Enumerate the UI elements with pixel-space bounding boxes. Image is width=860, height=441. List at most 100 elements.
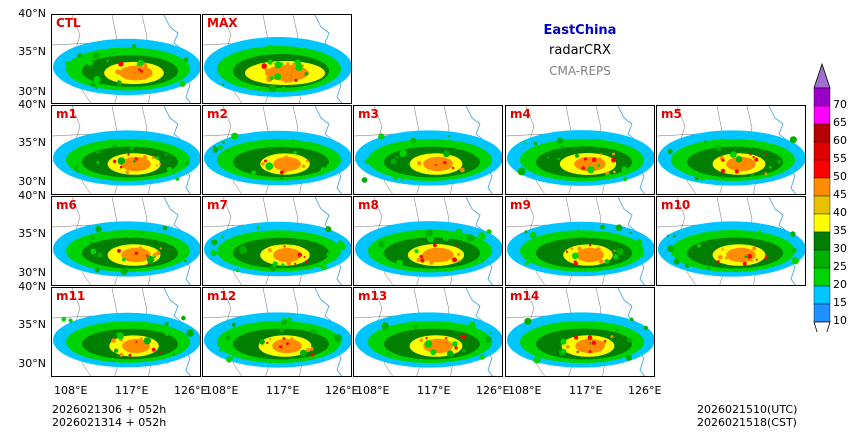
panel-label: MAX — [207, 16, 238, 30]
colorbar-bin — [813, 303, 831, 323]
colorbar-level-label: 10 — [833, 314, 847, 327]
radar-map — [354, 288, 502, 376]
forecast-panel-m5: m5 — [656, 105, 806, 195]
radar-map — [203, 288, 351, 376]
longitude-label: 126°E — [325, 384, 359, 397]
colorbar-bin — [813, 267, 831, 287]
latitude-label: 40°N — [18, 280, 46, 293]
colorbar-bin — [813, 231, 831, 251]
colorbar-max-arrow — [813, 62, 831, 89]
panel-label: m2 — [207, 107, 228, 121]
radar-map — [354, 106, 502, 194]
longitude-label: 117°E — [417, 384, 451, 397]
colorbar-bin — [813, 141, 831, 161]
colorbar-level-label: 50 — [833, 170, 847, 183]
panel-label: m8 — [358, 198, 379, 212]
system-title: CMA-REPS — [549, 64, 611, 78]
latitude-label: 35°N — [18, 45, 46, 58]
colorbar-level-label: 20 — [833, 278, 847, 291]
radar-map — [52, 106, 200, 194]
longitude-label: 117°E — [569, 384, 603, 397]
valid-time-utc: 2026021510(UTC) — [697, 403, 798, 416]
latitude-label: 30°N — [18, 266, 46, 279]
init-time-line-1: 2026021306 + 052h — [52, 403, 167, 416]
longitude-label: 108°E — [356, 384, 390, 397]
colorbar-bin — [813, 285, 831, 305]
panel-label: m14 — [510, 289, 540, 303]
radar-map — [657, 197, 805, 285]
panel-label: m5 — [661, 107, 682, 121]
panel-label: m7 — [207, 198, 228, 212]
forecast-panel-max: MAX — [202, 14, 352, 104]
colorbar-bin — [813, 105, 831, 125]
colorbar-level-label: 70 — [833, 98, 847, 111]
latitude-label: 30°N — [18, 85, 46, 98]
latitude-label: 40°N — [18, 98, 46, 111]
latitude-label: 40°N — [18, 7, 46, 20]
panel-label: m10 — [661, 198, 691, 212]
latitude-label: 35°N — [18, 227, 46, 240]
latitude-label: 35°N — [18, 318, 46, 331]
longitude-label: 126°E — [174, 384, 208, 397]
colorbar-bin — [813, 195, 831, 215]
forecast-panel-m4: m4 — [505, 105, 655, 195]
longitude-label: 126°E — [628, 384, 662, 397]
panel-label: m9 — [510, 198, 531, 212]
panel-label: m3 — [358, 107, 379, 121]
colorbar-bin — [813, 159, 831, 179]
product-title: radarCRX — [549, 43, 611, 58]
panel-label: m13 — [358, 289, 388, 303]
colorbar-level-label: 35 — [833, 224, 847, 237]
forecast-panel-ctl: CTL — [51, 14, 201, 104]
colorbar-level-label: 25 — [833, 260, 847, 273]
forecast-panel-m11: m11 — [51, 287, 201, 377]
colorbar-level-label: 65 — [833, 116, 847, 129]
colorbar-bin — [813, 213, 831, 233]
colorbar-bin — [813, 123, 831, 143]
init-time-block: 2026021306 + 052h 2026021314 + 052h — [52, 403, 166, 429]
forecast-panel-m3: m3 — [353, 105, 503, 195]
longitude-label: 117°E — [115, 384, 149, 397]
forecast-panel-m7: m7 — [202, 196, 352, 286]
panel-label: m11 — [56, 289, 86, 303]
valid-time-cst: 2026021518(CST) — [697, 416, 797, 429]
radar-map — [354, 197, 502, 285]
forecast-panel-m9: m9 — [505, 196, 655, 286]
colorbar-bin — [813, 177, 831, 197]
longitude-label: 126°E — [476, 384, 510, 397]
radar-map — [657, 106, 805, 194]
panel-label: CTL — [56, 16, 81, 30]
radar-map — [506, 106, 654, 194]
longitude-label: 108°E — [205, 384, 239, 397]
forecast-panel-m2: m2 — [202, 105, 352, 195]
forecast-panel-m8: m8 — [353, 196, 503, 286]
radar-map — [52, 197, 200, 285]
radar-map — [203, 106, 351, 194]
panel-label: m6 — [56, 198, 77, 212]
radar-map — [506, 288, 654, 376]
longitude-label: 108°E — [508, 384, 542, 397]
colorbar-level-label: 15 — [833, 296, 847, 309]
longitude-label: 117°E — [266, 384, 300, 397]
latitude-label: 30°N — [18, 357, 46, 370]
latitude-label: 40°N — [18, 189, 46, 202]
colorbar-level-label: 30 — [833, 242, 847, 255]
colorbar-level-label: 55 — [833, 152, 847, 165]
colorbar-level-label: 40 — [833, 206, 847, 219]
forecast-panel-m12: m12 — [202, 287, 352, 377]
latitude-label: 30°N — [18, 175, 46, 188]
radar-map — [52, 288, 200, 376]
colorbar-bin — [813, 249, 831, 269]
radar-map — [203, 197, 351, 285]
radar-map — [52, 15, 200, 103]
radar-map — [203, 15, 351, 103]
forecast-panel-m10: m10 — [656, 196, 806, 286]
radar-map — [506, 197, 654, 285]
forecast-panel-m1: m1 — [51, 105, 201, 195]
longitude-label: 108°E — [54, 384, 88, 397]
panel-label: m4 — [510, 107, 531, 121]
valid-time-block: 2026021510(UTC) 2026021518(CST) — [697, 403, 797, 429]
forecast-panel-m14: m14 — [505, 287, 655, 377]
colorbar-level-label: 60 — [833, 134, 847, 147]
forecast-panel-m13: m13 — [353, 287, 503, 377]
